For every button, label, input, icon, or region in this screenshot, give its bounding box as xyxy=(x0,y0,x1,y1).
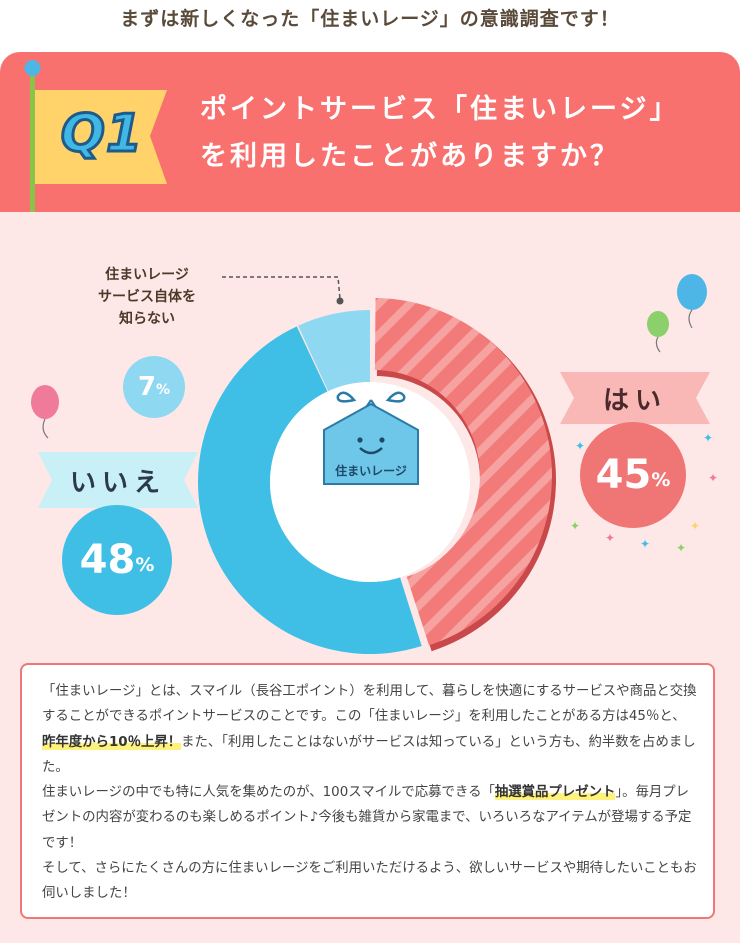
no-label: いいえ xyxy=(69,467,166,498)
flag-pole xyxy=(30,70,35,212)
svg-text:✦: ✦ xyxy=(570,519,580,533)
paragraph-2: 住まいレージの中でも特に人気を集めたのが、100スマイルで応募できる「抽選賞品プ… xyxy=(42,785,692,851)
yes-ribbon xyxy=(560,372,710,424)
top-heading: まずは新しくなった「住まいレージ」の意識調査です！ xyxy=(120,8,620,30)
flag-cloth xyxy=(35,90,167,184)
paragraph-1: 「住まいレージ」とは、スマイル（長谷工ポイント）を利用して、暮らしを快適にするサ… xyxy=(42,684,697,775)
svg-text:✦: ✦ xyxy=(605,531,615,545)
question-header: Q1 ポイントサービス「住まいレージ」 を利用したことがありますか？ xyxy=(0,52,740,212)
question-line-1: ポイントサービス「住まいレージ」 xyxy=(200,94,680,125)
donut-segment-unknown xyxy=(298,310,370,392)
flag-pole-top xyxy=(24,60,41,76)
svg-text:✦: ✦ xyxy=(703,431,713,445)
yes-label: はい xyxy=(602,385,667,416)
center-tag-icon xyxy=(323,391,419,485)
unknown-label: 住まいレージ サービス自体を 知らない xyxy=(98,267,196,327)
donut-segment-no xyxy=(198,326,422,654)
survey-card: Q1 ポイントサービス「住まいレージ」 を利用したことがありますか？ 住まいレー… xyxy=(0,52,740,943)
svg-text:✦: ✦ xyxy=(690,519,700,533)
question-line-2: を利用したことがありますか？ xyxy=(200,141,620,172)
balloon-decorations: ✦ ✦ ✦ ✦ ✦ ✦ ✦ ✦ xyxy=(31,274,718,555)
donut-segment-yes xyxy=(374,298,553,646)
svg-text:✦: ✦ xyxy=(575,439,585,453)
flag-icon xyxy=(24,60,167,212)
paragraph-3: そして、さらにたくさんの方に住まいレージをご利用いただけるよう、欲しいサービスや… xyxy=(42,861,697,902)
svg-text:✦: ✦ xyxy=(708,471,718,485)
question-badge: Q1 xyxy=(59,103,144,166)
center-icon-label: 住まいレージ xyxy=(335,464,407,478)
unknown-percent-bubble: 7% xyxy=(123,356,185,418)
svg-text:✦: ✦ xyxy=(640,537,650,551)
yes-percent-bubble: 45% xyxy=(580,422,686,528)
no-ribbon xyxy=(38,452,198,508)
callout-leader-line xyxy=(222,276,344,305)
description-box: 「住まいレージ」とは、スマイル（長谷工ポイント）を利用して、暮らしを快適にするサ… xyxy=(20,663,715,919)
no-percent-bubble: 48% xyxy=(62,505,172,615)
svg-text:✦: ✦ xyxy=(676,541,686,555)
donut-chart xyxy=(198,298,557,654)
